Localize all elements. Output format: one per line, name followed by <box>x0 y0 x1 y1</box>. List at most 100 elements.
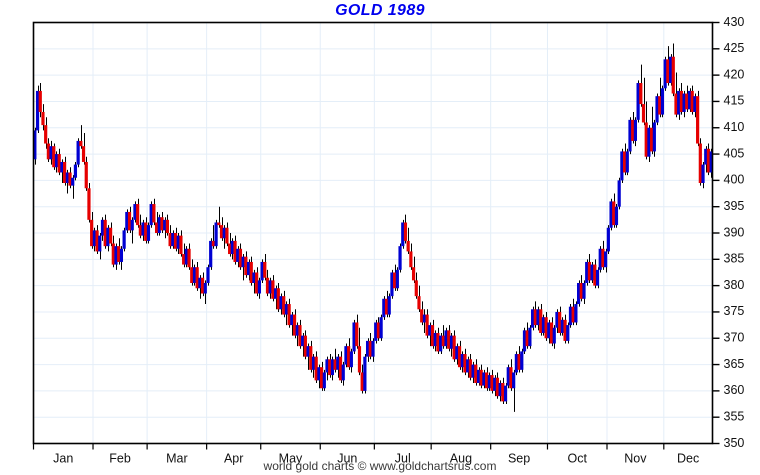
candlestick <box>238 243 243 270</box>
candle-body <box>190 267 194 283</box>
candle-body <box>585 261 589 283</box>
candle-body <box>168 233 172 247</box>
candlestick <box>547 319 551 344</box>
candlestick <box>236 246 240 268</box>
candle-body <box>211 240 215 247</box>
candlestick <box>44 117 48 149</box>
y-axis-tick-label: 350 <box>724 436 745 450</box>
candlestick <box>357 327 362 376</box>
candle-body <box>244 256 248 276</box>
candlestick <box>536 306 540 331</box>
candlestick <box>57 148 61 176</box>
candlestick <box>457 340 462 370</box>
candle-body <box>287 304 291 326</box>
candle-body <box>384 298 389 315</box>
candle-body <box>352 322 356 352</box>
candlestick <box>349 348 353 373</box>
candle-body <box>436 332 440 352</box>
candlestick <box>63 156 67 186</box>
candle-body <box>184 248 188 265</box>
candle-body <box>238 248 243 268</box>
candle-body <box>525 330 529 347</box>
candle-body <box>368 340 372 357</box>
candle-body <box>468 359 472 378</box>
candlestick <box>292 309 297 339</box>
candle-body <box>487 375 491 389</box>
x-axis-tick-label: Dec <box>677 452 699 466</box>
candle-body <box>379 317 383 339</box>
candle-body <box>249 261 253 283</box>
candle-body <box>414 280 418 297</box>
candle-body <box>544 317 548 339</box>
candle-body <box>363 356 367 391</box>
candle-body <box>690 90 694 112</box>
candlestick <box>531 306 535 331</box>
candle-body <box>127 211 132 231</box>
candlestick <box>539 304 543 336</box>
candlestick <box>647 125 651 162</box>
candle-body <box>671 56 675 94</box>
candle-body <box>100 219 105 236</box>
candlestick <box>374 319 378 344</box>
candle-body <box>485 372 489 389</box>
candle-body <box>122 230 126 249</box>
candlestick <box>257 277 261 299</box>
candlestick <box>585 259 589 286</box>
candle-body <box>192 267 197 283</box>
candle-body <box>574 304 578 323</box>
candlestick <box>301 332 305 357</box>
candlestick <box>344 343 348 368</box>
candle-body <box>357 346 362 373</box>
candle-body <box>506 367 510 386</box>
candle-body <box>111 243 115 265</box>
candlestick <box>376 317 381 341</box>
candle-body <box>371 340 375 357</box>
candle-body <box>563 319 567 341</box>
candle-body <box>531 309 535 328</box>
candle-body <box>460 354 464 368</box>
candle-body <box>520 351 524 370</box>
candlestick <box>295 322 299 347</box>
candlestick <box>671 43 675 97</box>
candle-body <box>125 211 129 231</box>
candle-body <box>187 248 191 268</box>
candlestick <box>163 217 167 239</box>
candlestick <box>528 325 532 349</box>
y-axis-tick-label: 355 <box>724 409 745 423</box>
candle-body <box>176 235 180 249</box>
candlestick <box>49 140 53 165</box>
y-axis-tick-label: 415 <box>724 94 745 108</box>
candlestick <box>284 301 289 326</box>
candlestick <box>384 290 389 318</box>
candlestick <box>255 267 259 297</box>
candlestick <box>566 322 570 344</box>
candle-body <box>228 243 232 255</box>
candle-body <box>344 346 348 365</box>
candlestick <box>138 214 142 239</box>
candle-body <box>349 351 353 368</box>
candle-body <box>60 161 64 173</box>
candle-body <box>663 59 667 89</box>
candlestick <box>320 361 324 391</box>
candlestick <box>176 233 180 255</box>
candle-body <box>539 309 543 333</box>
candlestick <box>211 225 215 249</box>
candlestick <box>136 198 140 228</box>
candle-body <box>455 346 459 360</box>
x-axis-tick-label: Mar <box>166 452 188 466</box>
y-axis-tick-label: 380 <box>724 278 745 292</box>
y-axis-tick-label: 430 <box>724 15 745 29</box>
candlestick <box>595 267 600 289</box>
candlestick <box>263 254 267 281</box>
candle-body <box>568 306 573 326</box>
candlestick <box>398 243 402 273</box>
x-axis-tick-label: Feb <box>109 452 131 466</box>
candlestick <box>252 269 256 294</box>
candle-body <box>558 311 562 333</box>
candlestick <box>203 280 207 305</box>
y-axis-tick-label: 390 <box>724 225 745 239</box>
candle-body <box>149 204 153 226</box>
candlestick <box>558 306 562 336</box>
candle-body <box>68 172 72 186</box>
candle-body <box>457 346 462 368</box>
